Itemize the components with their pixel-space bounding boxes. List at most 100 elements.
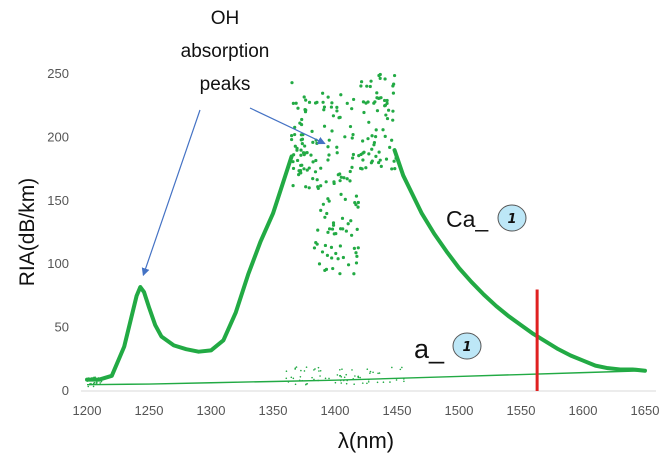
- series-ca-scatter-point: [354, 203, 358, 207]
- series-ca-scatter-point: [392, 159, 396, 163]
- series-a-noise-point: [294, 383, 297, 386]
- series-a-noise-point: [399, 368, 402, 371]
- series-ca-scatter-point: [339, 192, 343, 197]
- series-ca-scatter-point: [388, 145, 392, 149]
- series-ca-scatter-point: [338, 179, 342, 183]
- series-ca-scatter-point: [383, 98, 387, 103]
- y-tick-label: 150: [47, 193, 69, 208]
- series-ca-scatter-point: [291, 184, 295, 188]
- series-ca-polyline-right: [392, 148, 647, 373]
- series-ca-scatter-point: [319, 166, 323, 170]
- series-a-noise-point: [345, 373, 348, 376]
- series-ca-scatter-point: [342, 176, 346, 180]
- series-ca-scatter-point: [330, 256, 334, 260]
- series-ca-scatter-point: [381, 128, 385, 132]
- annotation-line-2: absorption: [181, 41, 270, 62]
- series-ca-scatter-point: [291, 160, 295, 164]
- series-ca-scatter-point: [372, 101, 376, 105]
- series-ca-scatter-point: [295, 148, 299, 152]
- series-ca-scatter-points: [290, 72, 398, 276]
- series-ca-scatter-point: [364, 166, 368, 170]
- series-ca-scatter-point: [321, 100, 325, 104]
- series-ca-scatter-point: [330, 101, 334, 105]
- series-ca-scatter-point: [327, 227, 332, 231]
- series-ca-scatter-point: [344, 229, 348, 233]
- series-a-noise-point: [377, 372, 379, 375]
- series-ca-scatter-point: [370, 147, 374, 151]
- series-a-noise-point: [311, 376, 313, 379]
- series-ca-scatter-point: [385, 101, 389, 105]
- series-ca-scatter-point: [298, 121, 302, 125]
- series-ca-scatter-point: [385, 98, 389, 103]
- series-ca-scatter-point: [351, 132, 355, 137]
- series-a-noise-point: [285, 377, 288, 380]
- annotation-arrows: [141, 107, 326, 277]
- series-ca-scatter-point: [375, 109, 380, 113]
- series-ca-scatter-point: [336, 173, 340, 177]
- series-ca-scatter-point: [326, 230, 330, 234]
- series-ca-scatter-point: [383, 134, 387, 138]
- series-ca-scatter-point: [325, 253, 330, 257]
- series-ca-scatter-point: [302, 153, 306, 157]
- series-ca-scatter-point: [304, 185, 308, 189]
- series-ca-scatter-point: [335, 105, 339, 110]
- y-tick-labels: 0 50 100 150 200 250: [47, 66, 69, 398]
- series-ca-scatter-point: [293, 125, 297, 129]
- y-tick-label: 250: [47, 66, 69, 81]
- series-ca-scatter-point: [350, 165, 354, 169]
- series-a-noise-point: [403, 380, 405, 383]
- series-ca-scatter-point: [340, 216, 345, 220]
- series-ca-badge-number: 1: [507, 212, 516, 227]
- series-ca-scatter-point: [350, 107, 354, 111]
- series-ca-scatter-point: [315, 141, 319, 145]
- series-ca-scatter-point: [323, 243, 328, 248]
- series-ca-scatter-point: [374, 135, 378, 139]
- series-ca-scatter-point: [374, 154, 378, 158]
- series-ca-scatter-point: [323, 215, 327, 219]
- series-ca-scatter-point: [299, 148, 303, 152]
- series-ca-scatter-point: [290, 137, 294, 142]
- series-a-noise-point: [285, 370, 288, 373]
- series-ca-scatter-point: [361, 139, 365, 143]
- series-ca-scatter-point: [359, 84, 363, 88]
- series-ca-scatter-point: [338, 244, 342, 248]
- series-a-noise-point: [339, 368, 341, 371]
- series-ca-scatter-point: [300, 142, 304, 146]
- series-ca-scatter-point: [326, 95, 330, 99]
- series-ca-scatter-point: [378, 158, 382, 162]
- series-ca-scatter-point: [293, 144, 297, 148]
- series-ca-scatter-point: [350, 233, 354, 237]
- series-ca-scatter-point: [384, 157, 389, 161]
- series-a-noise-point: [90, 382, 92, 385]
- series-ca-scatter-point: [359, 80, 364, 84]
- series-a-badge-number: 1: [462, 340, 471, 355]
- series-ca-scatter-point: [325, 211, 329, 216]
- series-ca-scatter-point: [327, 153, 331, 157]
- series-a-noise-point: [317, 366, 320, 369]
- series-a-noise-point: [369, 370, 372, 373]
- series-ca-scatter-point: [311, 160, 315, 164]
- series-ca-scatter-point: [297, 169, 301, 173]
- series-ca-scatter-point: [375, 91, 379, 95]
- series-ca-scatter-point: [366, 100, 370, 104]
- series-a-noise-point: [292, 377, 295, 380]
- series-ca-scatter-point: [378, 76, 382, 80]
- series-a-noise-point: [294, 367, 297, 370]
- series-ca-scatter-point: [354, 251, 358, 255]
- series-ca-scatter-point: [299, 133, 303, 137]
- series-ca-scatter-point: [384, 113, 388, 117]
- series-ca-scatter-point: [299, 153, 303, 157]
- series-ca-scatter-point: [336, 257, 340, 261]
- series-ca-scatter-point: [307, 186, 311, 190]
- series-a-noise-point: [305, 383, 307, 386]
- series-a-noise-point: [366, 382, 368, 385]
- series-ca-scatter-point: [303, 144, 307, 148]
- series-a-noise-point: [391, 366, 393, 369]
- series-a-noise-point: [401, 366, 403, 369]
- series-ca-scatter-point: [356, 246, 360, 250]
- series-ca-scatter-point: [392, 82, 396, 86]
- series-ca-scatter-point: [356, 200, 360, 205]
- series-ca-scatter-point: [343, 135, 347, 139]
- x-tick-label: 1300: [197, 403, 226, 418]
- series-a-noise-point: [382, 381, 385, 384]
